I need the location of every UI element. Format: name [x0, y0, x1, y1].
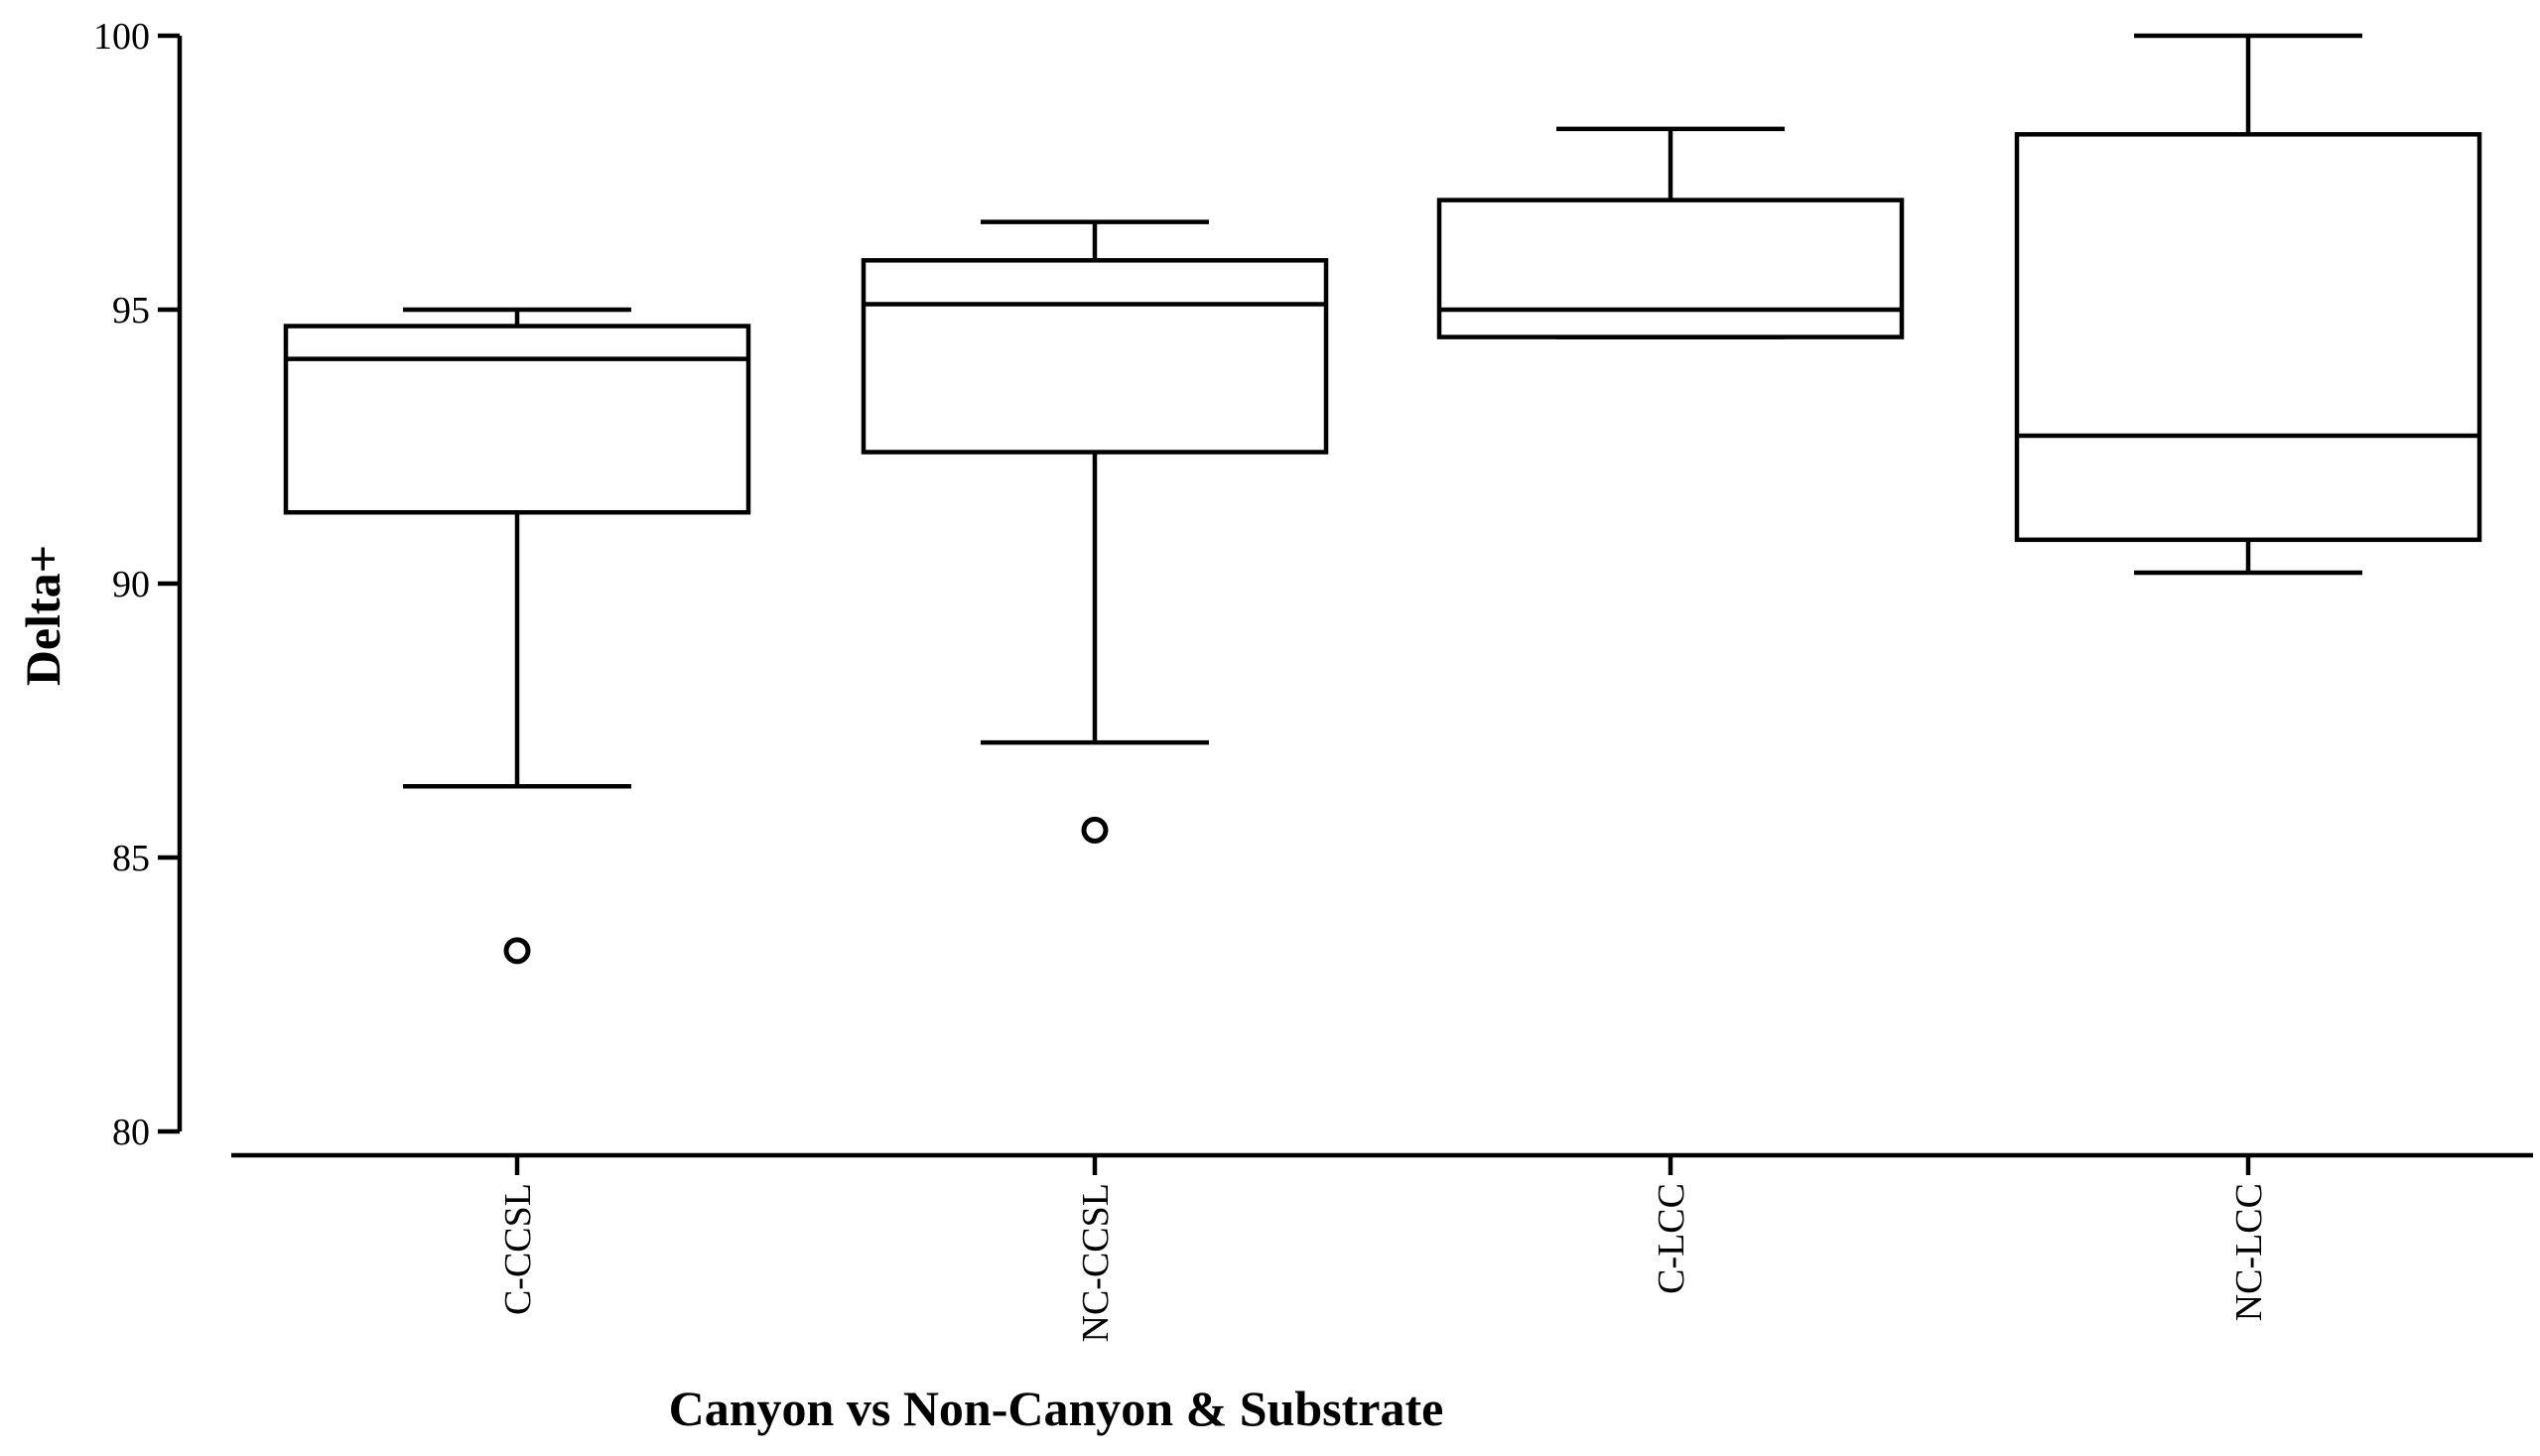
axes: 80 85 90 95 100 C-CCSL NC-CCSL C-LCC NC-LCC	[93, 16, 2533, 1342]
outlier-point	[503, 937, 531, 965]
x-tick-label: C-LCC	[1651, 1183, 1692, 1294]
x-tick-label: NC-LCC	[2228, 1183, 2270, 1321]
x-tick-label: NC-CCSL	[1075, 1183, 1117, 1342]
box-iqr	[2014, 132, 2482, 543]
y-tick-label: 85	[112, 838, 150, 879]
y-tick-label: 90	[112, 564, 150, 605]
y-tick-label: 100	[93, 16, 150, 58]
box-group	[1436, 126, 1905, 339]
y-axis-title: Delta+	[15, 545, 70, 686]
outlier-point	[1081, 816, 1109, 844]
box-group	[861, 219, 1329, 844]
box-group	[283, 307, 751, 965]
box-iqr	[283, 324, 751, 515]
x-axis-title: Canyon vs Non-Canyon & Substrate	[669, 1381, 1444, 1436]
box-iqr	[1436, 198, 1905, 339]
y-tick-label: 80	[112, 1112, 150, 1153]
y-tick-label: 95	[112, 290, 150, 331]
boxes	[283, 33, 2482, 965]
x-tick-label: C-CCSL	[497, 1183, 539, 1315]
box-iqr	[861, 258, 1329, 455]
box-group	[2014, 33, 2482, 576]
